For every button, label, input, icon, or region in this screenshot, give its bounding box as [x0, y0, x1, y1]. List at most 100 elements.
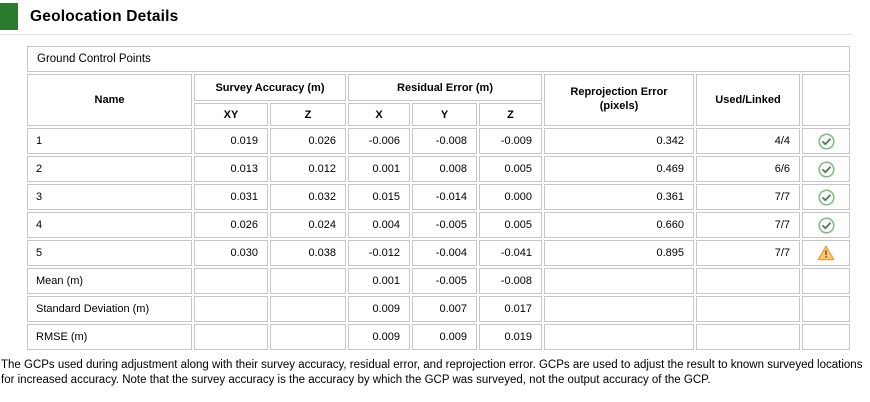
residual-z: 0.005 [479, 156, 542, 182]
section-header: Geolocation Details [0, 0, 870, 30]
residual-y: -0.004 [412, 240, 477, 266]
reprojection-error-line1: Reprojection Error [570, 86, 668, 99]
col-header-reprojection-error: Reprojection Error (pixels) [544, 74, 694, 126]
summary-z: 0.017 [479, 296, 542, 322]
status-cell [802, 128, 851, 154]
col-header-status [802, 74, 851, 126]
ground-control-points-table: Ground Control Points Name Survey Accura… [25, 44, 852, 352]
empty-cell [270, 324, 346, 350]
check-circle-icon [817, 216, 835, 234]
summary-row: Standard Deviation (m) 0.009 0.007 0.017 [27, 296, 851, 322]
survey-accuracy-xy: 0.026 [194, 212, 268, 238]
residual-z: -0.009 [479, 128, 542, 154]
empty-cell [544, 296, 694, 322]
summary-y: 0.009 [412, 324, 477, 350]
reprojection-error: 0.660 [544, 212, 694, 238]
summary-label: Standard Deviation (m) [27, 296, 192, 322]
table-row: 2 0.013 0.012 0.001 0.008 0.005 0.469 6/… [27, 156, 851, 182]
gcp-name: 4 [27, 212, 192, 238]
residual-z: -0.041 [479, 240, 542, 266]
used-linked: 7/7 [696, 240, 800, 266]
col-header-y: Y [412, 103, 477, 126]
residual-x: -0.012 [348, 240, 410, 266]
empty-cell [194, 268, 268, 294]
reprojection-error: 0.361 [544, 184, 694, 210]
empty-cell [696, 324, 800, 350]
summary-z: -0.008 [479, 268, 542, 294]
warning-triangle-icon [817, 245, 835, 261]
section-marker-icon [0, 3, 18, 30]
divider [0, 34, 852, 35]
used-linked: 6/6 [696, 156, 800, 182]
residual-y: -0.008 [412, 128, 477, 154]
table-section-title: Ground Control Points [27, 46, 851, 72]
used-linked: 7/7 [696, 184, 800, 210]
status-cell [802, 184, 851, 210]
summary-z: 0.019 [479, 324, 542, 350]
residual-x: 0.004 [348, 212, 410, 238]
status-cell [802, 156, 851, 182]
residual-z: 0.000 [479, 184, 542, 210]
gcp-name: 5 [27, 240, 192, 266]
reprojection-error-line2: (pixels) [599, 100, 639, 112]
status-cell [802, 212, 851, 238]
used-linked: 7/7 [696, 212, 800, 238]
col-header-survey-accuracy: Survey Accuracy (m) [194, 74, 346, 101]
summary-y: -0.005 [412, 268, 477, 294]
table-row: 3 0.031 0.032 0.015 -0.014 0.000 0.361 7… [27, 184, 851, 210]
col-header-used-linked: Used/Linked [696, 74, 800, 126]
survey-accuracy-xy: 0.013 [194, 156, 268, 182]
summary-y: 0.007 [412, 296, 477, 322]
survey-accuracy-z: 0.024 [270, 212, 346, 238]
reprojection-error: 0.469 [544, 156, 694, 182]
survey-accuracy-z: 0.026 [270, 128, 346, 154]
empty-cell [544, 324, 694, 350]
empty-cell [696, 268, 800, 294]
empty-cell [544, 268, 694, 294]
reprojection-error: 0.342 [544, 128, 694, 154]
residual-y: -0.005 [412, 212, 477, 238]
residual-z: 0.005 [479, 212, 542, 238]
survey-accuracy-xy: 0.030 [194, 240, 268, 266]
empty-cell [270, 268, 346, 294]
survey-accuracy-xy: 0.031 [194, 184, 268, 210]
summary-x: 0.001 [348, 268, 410, 294]
summary-row: RMSE (m) 0.009 0.009 0.019 [27, 324, 851, 350]
col-header-name: Name [27, 74, 192, 126]
survey-accuracy-z: 0.038 [270, 240, 346, 266]
residual-y: -0.014 [412, 184, 477, 210]
check-circle-icon [817, 132, 835, 150]
gcp-name: 2 [27, 156, 192, 182]
table-row: 5 0.030 0.038 -0.012 -0.004 -0.041 0.895… [27, 240, 851, 266]
check-circle-icon [817, 188, 835, 206]
summary-label: RMSE (m) [27, 324, 192, 350]
table-row: 1 0.019 0.026 -0.006 -0.008 -0.009 0.342… [27, 128, 851, 154]
empty-cell [194, 324, 268, 350]
empty-cell [270, 296, 346, 322]
empty-cell [802, 296, 851, 322]
col-header-xy: XY [194, 103, 268, 126]
reprojection-error: 0.895 [544, 240, 694, 266]
empty-cell [696, 296, 800, 322]
summary-row: Mean (m) 0.001 -0.005 -0.008 [27, 268, 851, 294]
residual-x: -0.006 [348, 128, 410, 154]
survey-accuracy-xy: 0.019 [194, 128, 268, 154]
residual-x: 0.001 [348, 156, 410, 182]
footer-note: The GCPs used during adjustment along wi… [1, 359, 863, 386]
survey-accuracy-z: 0.012 [270, 156, 346, 182]
gcp-name: 3 [27, 184, 192, 210]
gcp-name: 1 [27, 128, 192, 154]
table-row: 4 0.026 0.024 0.004 -0.005 0.005 0.660 7… [27, 212, 851, 238]
residual-x: 0.015 [348, 184, 410, 210]
col-header-z2: Z [479, 103, 542, 126]
col-header-residual-error: Residual Error (m) [348, 74, 542, 101]
summary-label: Mean (m) [27, 268, 192, 294]
status-cell [802, 240, 851, 266]
col-header-z: Z [270, 103, 346, 126]
empty-cell [194, 296, 268, 322]
residual-y: 0.008 [412, 156, 477, 182]
empty-cell [802, 324, 851, 350]
empty-cell [802, 268, 851, 294]
col-header-x: X [348, 103, 410, 126]
used-linked: 4/4 [696, 128, 800, 154]
